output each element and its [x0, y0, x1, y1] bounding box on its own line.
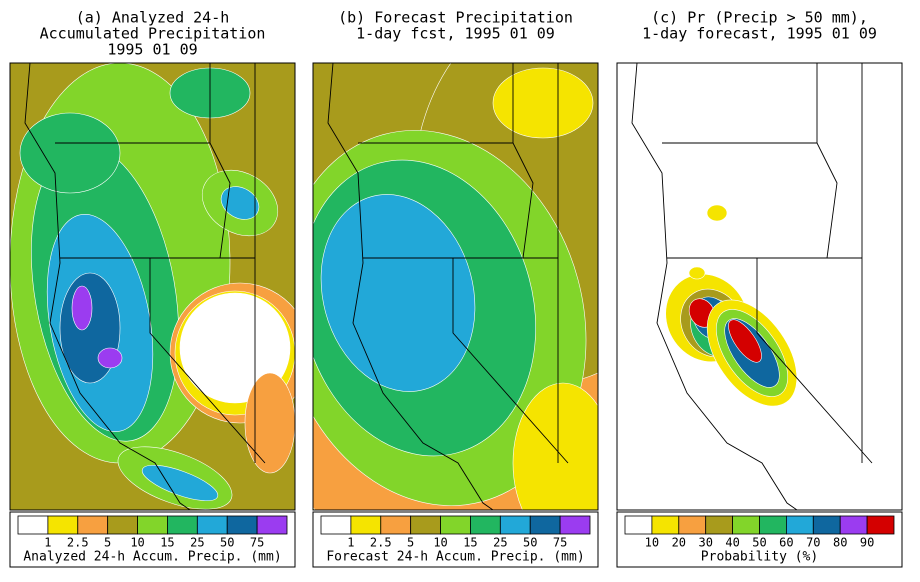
legend-swatch [651, 515, 680, 535]
legend-swatch [759, 515, 787, 535]
precip-area [71, 285, 93, 331]
border [756, 258, 873, 464]
legend-tick: 1 [44, 536, 51, 550]
map-frame [616, 62, 903, 511]
legend-swatch [624, 515, 653, 535]
legend-tick: 25 [493, 536, 507, 550]
legend-tick: 80 [833, 536, 847, 550]
legend-swatch [256, 515, 288, 535]
border [816, 63, 838, 259]
border [149, 258, 266, 464]
panel-title: (a) Analyzed 24-h [76, 9, 230, 27]
legend-label: Probability (%) [701, 550, 818, 565]
precip-area [97, 347, 123, 369]
panel-title: (c) Pr (Precip > 50 mm), [651, 9, 868, 27]
legend-swatch [77, 515, 109, 535]
legend-swatch [47, 515, 79, 535]
legend-tick: 20 [672, 536, 686, 550]
legend-swatch [167, 515, 198, 535]
legend-swatch [380, 515, 412, 535]
legend-swatch [732, 515, 760, 535]
border [631, 63, 798, 510]
legend-tick: 2.5 [370, 536, 392, 550]
legend-swatch [866, 515, 895, 535]
legend-tick: 75 [250, 536, 264, 550]
border [24, 63, 191, 510]
legend-swatch [196, 515, 228, 535]
legend-swatch [559, 515, 591, 535]
legend-tick: 90 [860, 536, 874, 550]
precip-area [141, 464, 219, 502]
map-frame [9, 62, 296, 511]
legend-swatch [678, 515, 707, 535]
legend-tick: 10 [645, 536, 659, 550]
legend-swatch [350, 515, 382, 535]
precip-area [688, 266, 706, 280]
precip-area [220, 186, 260, 220]
legend-swatch [107, 515, 138, 535]
legend-tick: 60 [779, 536, 793, 550]
panel-title: (b) Forecast Precipitation [338, 9, 573, 27]
map [617, 63, 902, 510]
map [313, 63, 598, 510]
legend-tick: 50 [752, 536, 766, 550]
precip-area [512, 382, 598, 510]
border [512, 63, 534, 259]
legend-tick: 15 [160, 536, 174, 550]
legend-swatch [410, 515, 441, 535]
legend-tick: 10 [433, 536, 447, 550]
legend-tick: 40 [725, 536, 739, 550]
legend-tick: 30 [698, 536, 712, 550]
precip-area [728, 319, 762, 363]
legend-label: Forecast 24-h Accum. Precip. (mm) [326, 550, 584, 565]
legend-swatch [785, 515, 814, 535]
legend-swatch [499, 515, 531, 535]
legend-tick: 5 [407, 536, 414, 550]
precip-area [706, 204, 728, 222]
legend-swatch [812, 515, 841, 535]
legend-swatch [705, 515, 733, 535]
legend-tick: 50 [523, 536, 537, 550]
panel-title: 1-day fcst, 1995 01 09 [356, 25, 555, 43]
legend-label: Analyzed 24-h Accum. Precip. (mm) [23, 550, 281, 565]
border [452, 258, 569, 464]
map [10, 63, 295, 510]
legend-tick: 10 [130, 536, 144, 550]
legend-swatch [839, 515, 868, 535]
precip-area [320, 194, 476, 392]
panel-title: 1-day forecast, 1995 01 09 [642, 25, 877, 43]
legend-tick: 25 [190, 536, 204, 550]
legend-swatch [440, 515, 471, 535]
precip-area [492, 67, 594, 139]
legend-swatch [137, 515, 168, 535]
legend-tick: 50 [220, 536, 234, 550]
panel: (c) Pr (Precip > 50 mm),1-day forecast, … [616, 9, 903, 568]
precip-area [244, 372, 295, 474]
legend-tick: 75 [553, 536, 567, 550]
legend-tick: 70 [806, 536, 820, 550]
legend-swatch [470, 515, 501, 535]
legend-tick: 5 [104, 536, 111, 550]
legend-tick: 2.5 [67, 536, 89, 550]
legend-swatch [17, 515, 49, 535]
panel-title: 1995 01 09 [107, 41, 197, 59]
legend-swatch [529, 515, 561, 535]
map-base [617, 63, 902, 510]
panel-title: Accumulated Precipitation [40, 25, 266, 43]
map-frame [312, 62, 599, 511]
precip-area [19, 112, 121, 194]
legend-swatch [320, 515, 352, 535]
border [327, 63, 494, 510]
legend-tick: 15 [463, 536, 477, 550]
legend-swatch [226, 515, 258, 535]
legend-tick: 1 [347, 536, 354, 550]
border [209, 63, 231, 259]
